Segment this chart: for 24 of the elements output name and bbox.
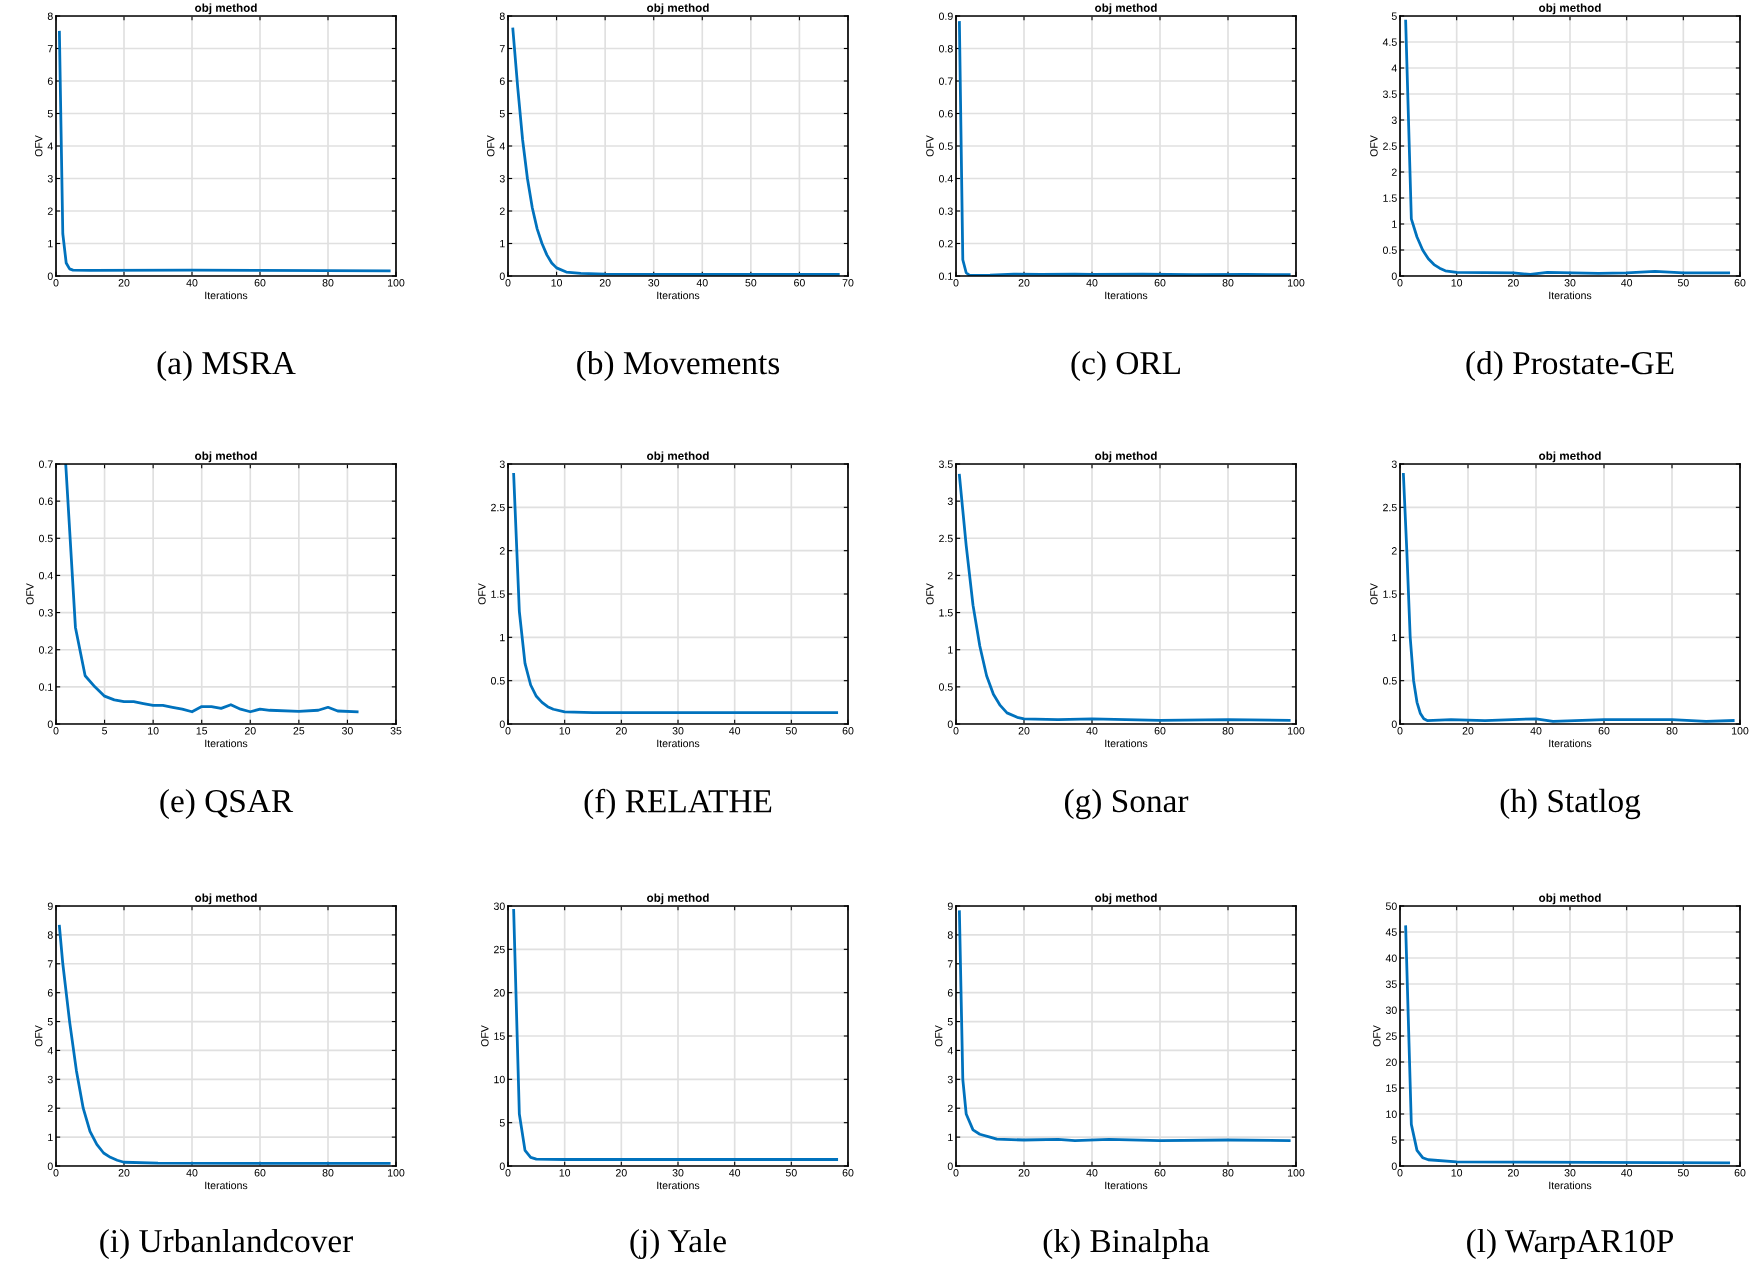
line-series [58, 30, 391, 273]
text: (a) MSRA [157, 350, 296, 382]
line-series [511, 27, 840, 276]
line-series [1402, 473, 1735, 723]
text: (l) WarpAR10P [1467, 1228, 1674, 1260]
text: (c) ORL [1071, 350, 1180, 382]
text: (d) Prostate-GE [1466, 350, 1674, 382]
text: (b) Movements [577, 350, 780, 382]
line-series [64, 464, 359, 714]
line-series [512, 473, 839, 715]
text: (g) Sonar [1064, 788, 1189, 820]
text: (e) QSAR [160, 788, 294, 820]
text: (f) RELATHE [584, 788, 772, 820]
text: (h) Statlog [1500, 788, 1641, 820]
line-series [1404, 19, 1731, 276]
line-series [958, 21, 1291, 276]
text: (j) Yale [630, 1228, 726, 1260]
line-series [958, 473, 1291, 722]
line-series [512, 908, 839, 1161]
line-series [958, 910, 1291, 1142]
text: (i) Urbanlandcover [100, 1228, 353, 1260]
text: (k) Binalpha [1043, 1228, 1210, 1260]
line-series [1404, 925, 1731, 1165]
line-series [58, 924, 391, 1165]
